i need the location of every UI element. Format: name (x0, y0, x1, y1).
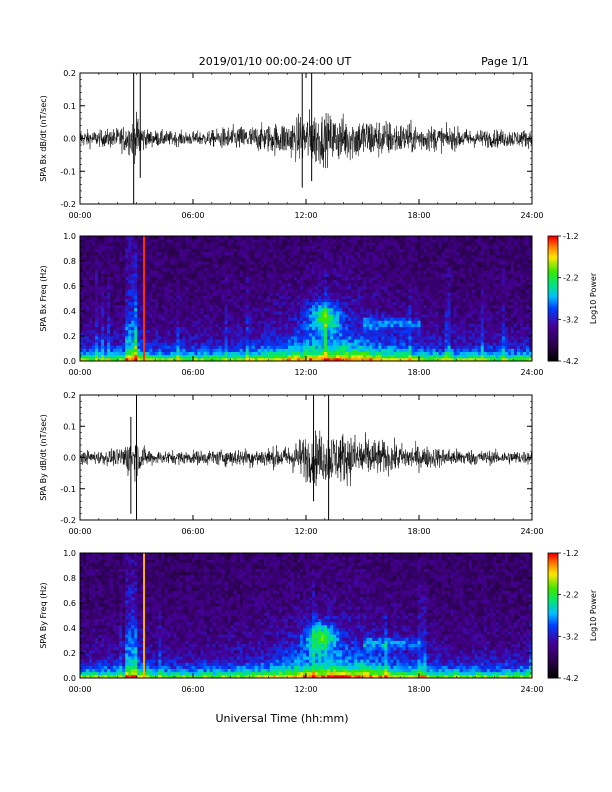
y-tick-label: 0.2 (63, 69, 76, 78)
x-tick-label: 18:00 (407, 368, 430, 377)
colorbar-tick-label: -2.2 (563, 591, 579, 600)
waveform-trace (80, 109, 532, 169)
y-tick-label: -0.2 (60, 516, 76, 525)
y-tick-label: 1.0 (63, 232, 76, 241)
x-tick-label: 24:00 (520, 685, 543, 694)
y-tick-label: -0.1 (60, 167, 76, 176)
colorbar-tick-label: -2.2 (563, 274, 579, 283)
spectrogram-image (80, 236, 533, 362)
y-tick-label: 0.1 (63, 102, 76, 111)
x-tick-label: 00:00 (68, 211, 91, 220)
figure-title: 2019/01/10 00:00-24:00 UT (199, 55, 352, 68)
waveform-trace (80, 430, 532, 487)
colorbar: -1.2 -2.2 -3.2 -4.2 Log10 Power (547, 549, 598, 683)
x-tick-label: 06:00 (181, 211, 204, 220)
colorbar-tick-label: -4.2 (563, 357, 579, 366)
spectrogram-image (80, 553, 533, 679)
colorbar-label: Log10 Power (589, 589, 598, 641)
x-tick-label: 00:00 (68, 685, 91, 694)
y-tick-label: 0.0 (63, 454, 76, 463)
colorbar-tick-label: -1.2 (563, 232, 579, 241)
y-tick-label: 0.6 (63, 599, 76, 608)
x-tick-label: 06:00 (181, 685, 204, 694)
panel-by-spectrogram: 00:00 06:00 12:00 18:00 24:00 0.0 0.2 0.4 0.6 0.8… (39, 549, 598, 694)
x-tick-label: 12:00 (294, 211, 317, 220)
y-tick-label: 0.0 (63, 135, 76, 144)
x-tick-label: 24:00 (520, 368, 543, 377)
y-tick-label: 0.6 (63, 282, 76, 291)
x-tick-label: 18:00 (407, 527, 430, 536)
panel-bx-timeseries: 00:00 06:00 12:00 18:00 24:00 -0.2 -0.1 0.0 0.1 0… (39, 69, 544, 220)
x-tick-label: 00:00 (68, 527, 91, 536)
y-tick-label: 0.4 (63, 307, 76, 316)
y-tick-label: -0.2 (60, 200, 76, 209)
y-tick-label: 0.8 (63, 257, 76, 266)
x-tick-label: 12:00 (294, 368, 317, 377)
panel-bx-spectrogram: 00:00 06:00 12:00 18:00 24:00 0.0 0.2 0.4 0.6 0.8… (39, 232, 598, 377)
y-tick-label: 0.2 (63, 649, 76, 658)
colorbar-tick-label: -4.2 (563, 674, 579, 683)
y-tick-label: 0.0 (63, 357, 76, 366)
x-tick-label: 24:00 (520, 211, 543, 220)
y-axis-label: SPA By Freq (Hz) (39, 582, 48, 648)
y-tick-label: 0.2 (63, 332, 76, 341)
colorbar-tick-label: -3.2 (563, 632, 579, 641)
y-tick-label: 0.1 (63, 422, 76, 431)
colorbar: -1.2 -2.2 -3.2 -4.2 Log10 Power (547, 232, 598, 366)
y-tick-label: 0.4 (63, 624, 76, 633)
x-tick-label: 12:00 (294, 527, 317, 536)
y-tick-label: -0.1 (60, 485, 76, 494)
y-tick-label: 0.0 (63, 674, 76, 683)
x-tick-label: 18:00 (407, 685, 430, 694)
y-axis-label: SPA Bx Freq (Hz) (39, 265, 48, 331)
panel-by-timeseries: 00:00 06:00 12:00 18:00 24:00 -0.2 -0.1 0.0 0.1 0… (39, 391, 544, 536)
y-axis-label: SPA By dB/dt (nT/sec) (39, 414, 48, 501)
colorbar-tick-label: -3.2 (563, 315, 579, 324)
y-tick-label: 0.8 (63, 574, 76, 583)
y-tick-label: 1.0 (63, 549, 76, 558)
x-tick-label: 18:00 (407, 211, 430, 220)
x-tick-label: 06:00 (181, 527, 204, 536)
x-axis-label: Universal Time (hh:mm) (216, 712, 349, 725)
y-tick-label: 0.2 (63, 391, 76, 400)
colorbar-label: Log10 Power (589, 272, 598, 324)
x-tick-label: 00:00 (68, 368, 91, 377)
x-tick-label: 06:00 (181, 368, 204, 377)
colorbar-tick-label: -1.2 (563, 549, 579, 558)
y-axis-label: SPA Bx dB/dt (nT/sec) (39, 95, 48, 182)
x-tick-label: 12:00 (294, 685, 317, 694)
page-label: Page 1/1 (481, 55, 529, 68)
x-tick-label: 24:00 (520, 527, 543, 536)
